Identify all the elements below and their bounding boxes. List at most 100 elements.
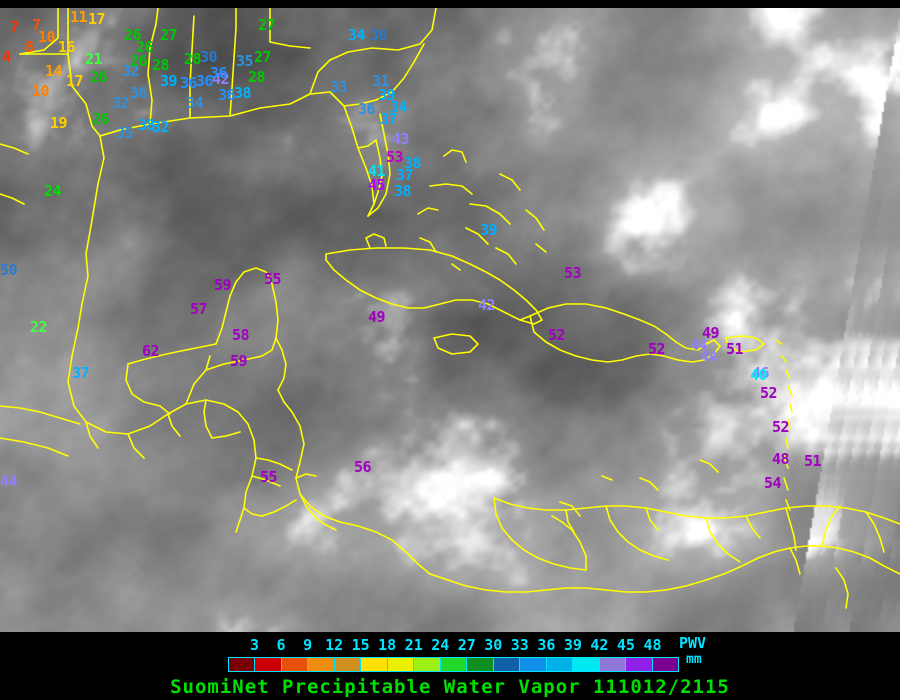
station-pwv-value: 41 — [368, 162, 386, 180]
satellite-image: 7 7 8 4 10 16 14 17 10 19 21 26 11 17 32 36 32 26 35 38 32 26… — [0, 8, 900, 632]
colorbar-tick: 6 — [276, 636, 286, 654]
station-pwv-value: 35 — [236, 52, 254, 70]
legend-panel: 3 6 9 12 15 18 21 24 27 30 33 36 39 42 45 48 PWV mm Suo… — [0, 632, 900, 700]
station-pwv-value: 44 — [0, 472, 18, 490]
station-pwv-value: 36 — [196, 72, 214, 90]
colorbar-tick: 48 — [643, 636, 662, 654]
station-pwv-value: 36 — [218, 86, 236, 104]
colorbar-swatch — [414, 658, 441, 671]
station-pwv-value: 7 — [32, 16, 41, 34]
colorbar-swatch — [255, 658, 282, 671]
station-pwv-value: 36 — [210, 64, 228, 82]
pwv-unit-label: mm — [686, 652, 702, 667]
station-pwv-value: 26 — [136, 38, 154, 56]
colorbar-swatch — [334, 658, 362, 671]
station-pwv-value: 32 — [122, 62, 140, 80]
pwv-colorbar — [228, 657, 679, 672]
colorbar-swatch — [467, 658, 494, 671]
colorbar-tick: 42 — [590, 636, 609, 654]
station-pwv-value: 4 — [2, 48, 11, 66]
station-pwv-value: 52 — [648, 340, 666, 358]
station-pwv-value: 32 — [112, 94, 130, 112]
colorbar-swatch — [573, 658, 600, 671]
colorbar-swatch — [546, 658, 574, 671]
colorbar-swatch — [626, 658, 653, 671]
station-pwv-value: 37 — [396, 166, 414, 184]
station-pwv-value: 28 — [184, 50, 202, 68]
station-pwv-value: 26 — [90, 68, 108, 86]
colorbar-swatch — [229, 658, 256, 671]
station-pwv-value: 22 — [30, 318, 48, 336]
colorbar-swatch — [387, 658, 415, 671]
station-pwv-value: 11 — [70, 8, 88, 26]
station-pwv-value: 32 — [152, 118, 170, 136]
station-pwv-value: 44 — [700, 348, 718, 366]
colorbar-tick-labels: 3 6 9 12 15 18 21 24 27 30 33 36 39 42 45 48 — [0, 636, 900, 654]
station-pwv-value: 14 — [45, 62, 63, 80]
station-pwv-value: 27 — [160, 26, 178, 44]
colorbar-swatch — [281, 658, 309, 671]
station-pwv-value: 17 — [66, 72, 84, 90]
colorbar-tick: 18 — [378, 636, 397, 654]
station-pwv-value: 52 — [760, 384, 778, 402]
coastline-overlay — [0, 8, 900, 609]
colorbar-tick: 27 — [457, 636, 476, 654]
station-pwv-value: 10 — [38, 28, 56, 46]
product-caption: SuomiNet Precipitable Water Vapor 111012… — [170, 676, 730, 698]
colorbar-tick: 3 — [250, 636, 260, 654]
colorbar-tick: 33 — [510, 636, 529, 654]
station-pwv-value: 62 — [142, 342, 160, 360]
colorbar-tick: 21 — [404, 636, 423, 654]
station-pwv-value: 38 — [138, 116, 156, 134]
station-pwv-value: 28 — [248, 68, 266, 86]
infrared-cloud-imagery — [0, 8, 900, 632]
colorbar-tick: 24 — [431, 636, 450, 654]
station-pwv-value: 40 — [750, 366, 768, 384]
station-pwv-value: 34 — [390, 98, 408, 116]
station-pwv-value: 26 — [124, 26, 142, 44]
colorbar-swatch — [308, 658, 335, 671]
station-pwv-value: 45 — [368, 176, 386, 194]
station-pwv-value: 27 — [258, 16, 276, 34]
station-pwv-value: 49 — [368, 308, 386, 326]
colorbar-tick: 12 — [325, 636, 344, 654]
station-pwv-value: 51 — [726, 340, 744, 358]
station-pwv-value: 44 — [690, 336, 708, 354]
colorbar-swatch — [599, 658, 627, 671]
station-pwv-value: 34 — [186, 94, 204, 112]
station-pwv-value: 26 — [130, 52, 148, 70]
colorbar-tick: 39 — [563, 636, 582, 654]
station-pwv-value: 28 — [152, 56, 170, 74]
station-pwv-value: 38 — [234, 84, 252, 102]
station-pwv-value: 52 — [772, 418, 790, 436]
station-pwv-value: 52 — [548, 326, 566, 344]
colorbar-tick: 15 — [351, 636, 370, 654]
station-pwv-value: 39 — [480, 221, 498, 239]
colorbar-swatch — [493, 658, 521, 671]
pwv-quantity-label: PWV — [679, 634, 707, 652]
station-pwv-value: 10 — [32, 82, 50, 100]
station-pwv-value: 35 — [116, 124, 134, 142]
colorbar-swatch — [361, 658, 388, 671]
station-pwv-value: 39 — [378, 86, 396, 104]
station-pwv-value: 48 — [772, 450, 790, 468]
station-pwv-value: 36 — [180, 74, 198, 92]
station-pwv-value: 57 — [190, 300, 208, 318]
station-pwv-value: 42 — [212, 70, 230, 88]
station-pwv-value: 36 — [358, 100, 376, 118]
station-pwv-value: 37 — [380, 110, 398, 128]
colorbar-tick: 45 — [616, 636, 635, 654]
station-pwv-value: 31 — [372, 72, 390, 90]
station-pwv-value: 16 — [58, 38, 76, 56]
station-pwv-value: 38 — [394, 182, 412, 200]
colorbar-swatch — [440, 658, 468, 671]
station-pwv-value: 26 — [92, 110, 110, 128]
station-pwv-value: 49 — [702, 324, 720, 342]
station-pwv-value: 59 — [214, 276, 232, 294]
station-pwv-value: 46 — [752, 364, 770, 382]
station-pwv-value: 56 — [354, 458, 372, 476]
colorbar-tick: 36 — [537, 636, 556, 654]
station-pwv-value: 59 — [230, 352, 248, 370]
station-pwv-value: 8 — [25, 38, 34, 56]
